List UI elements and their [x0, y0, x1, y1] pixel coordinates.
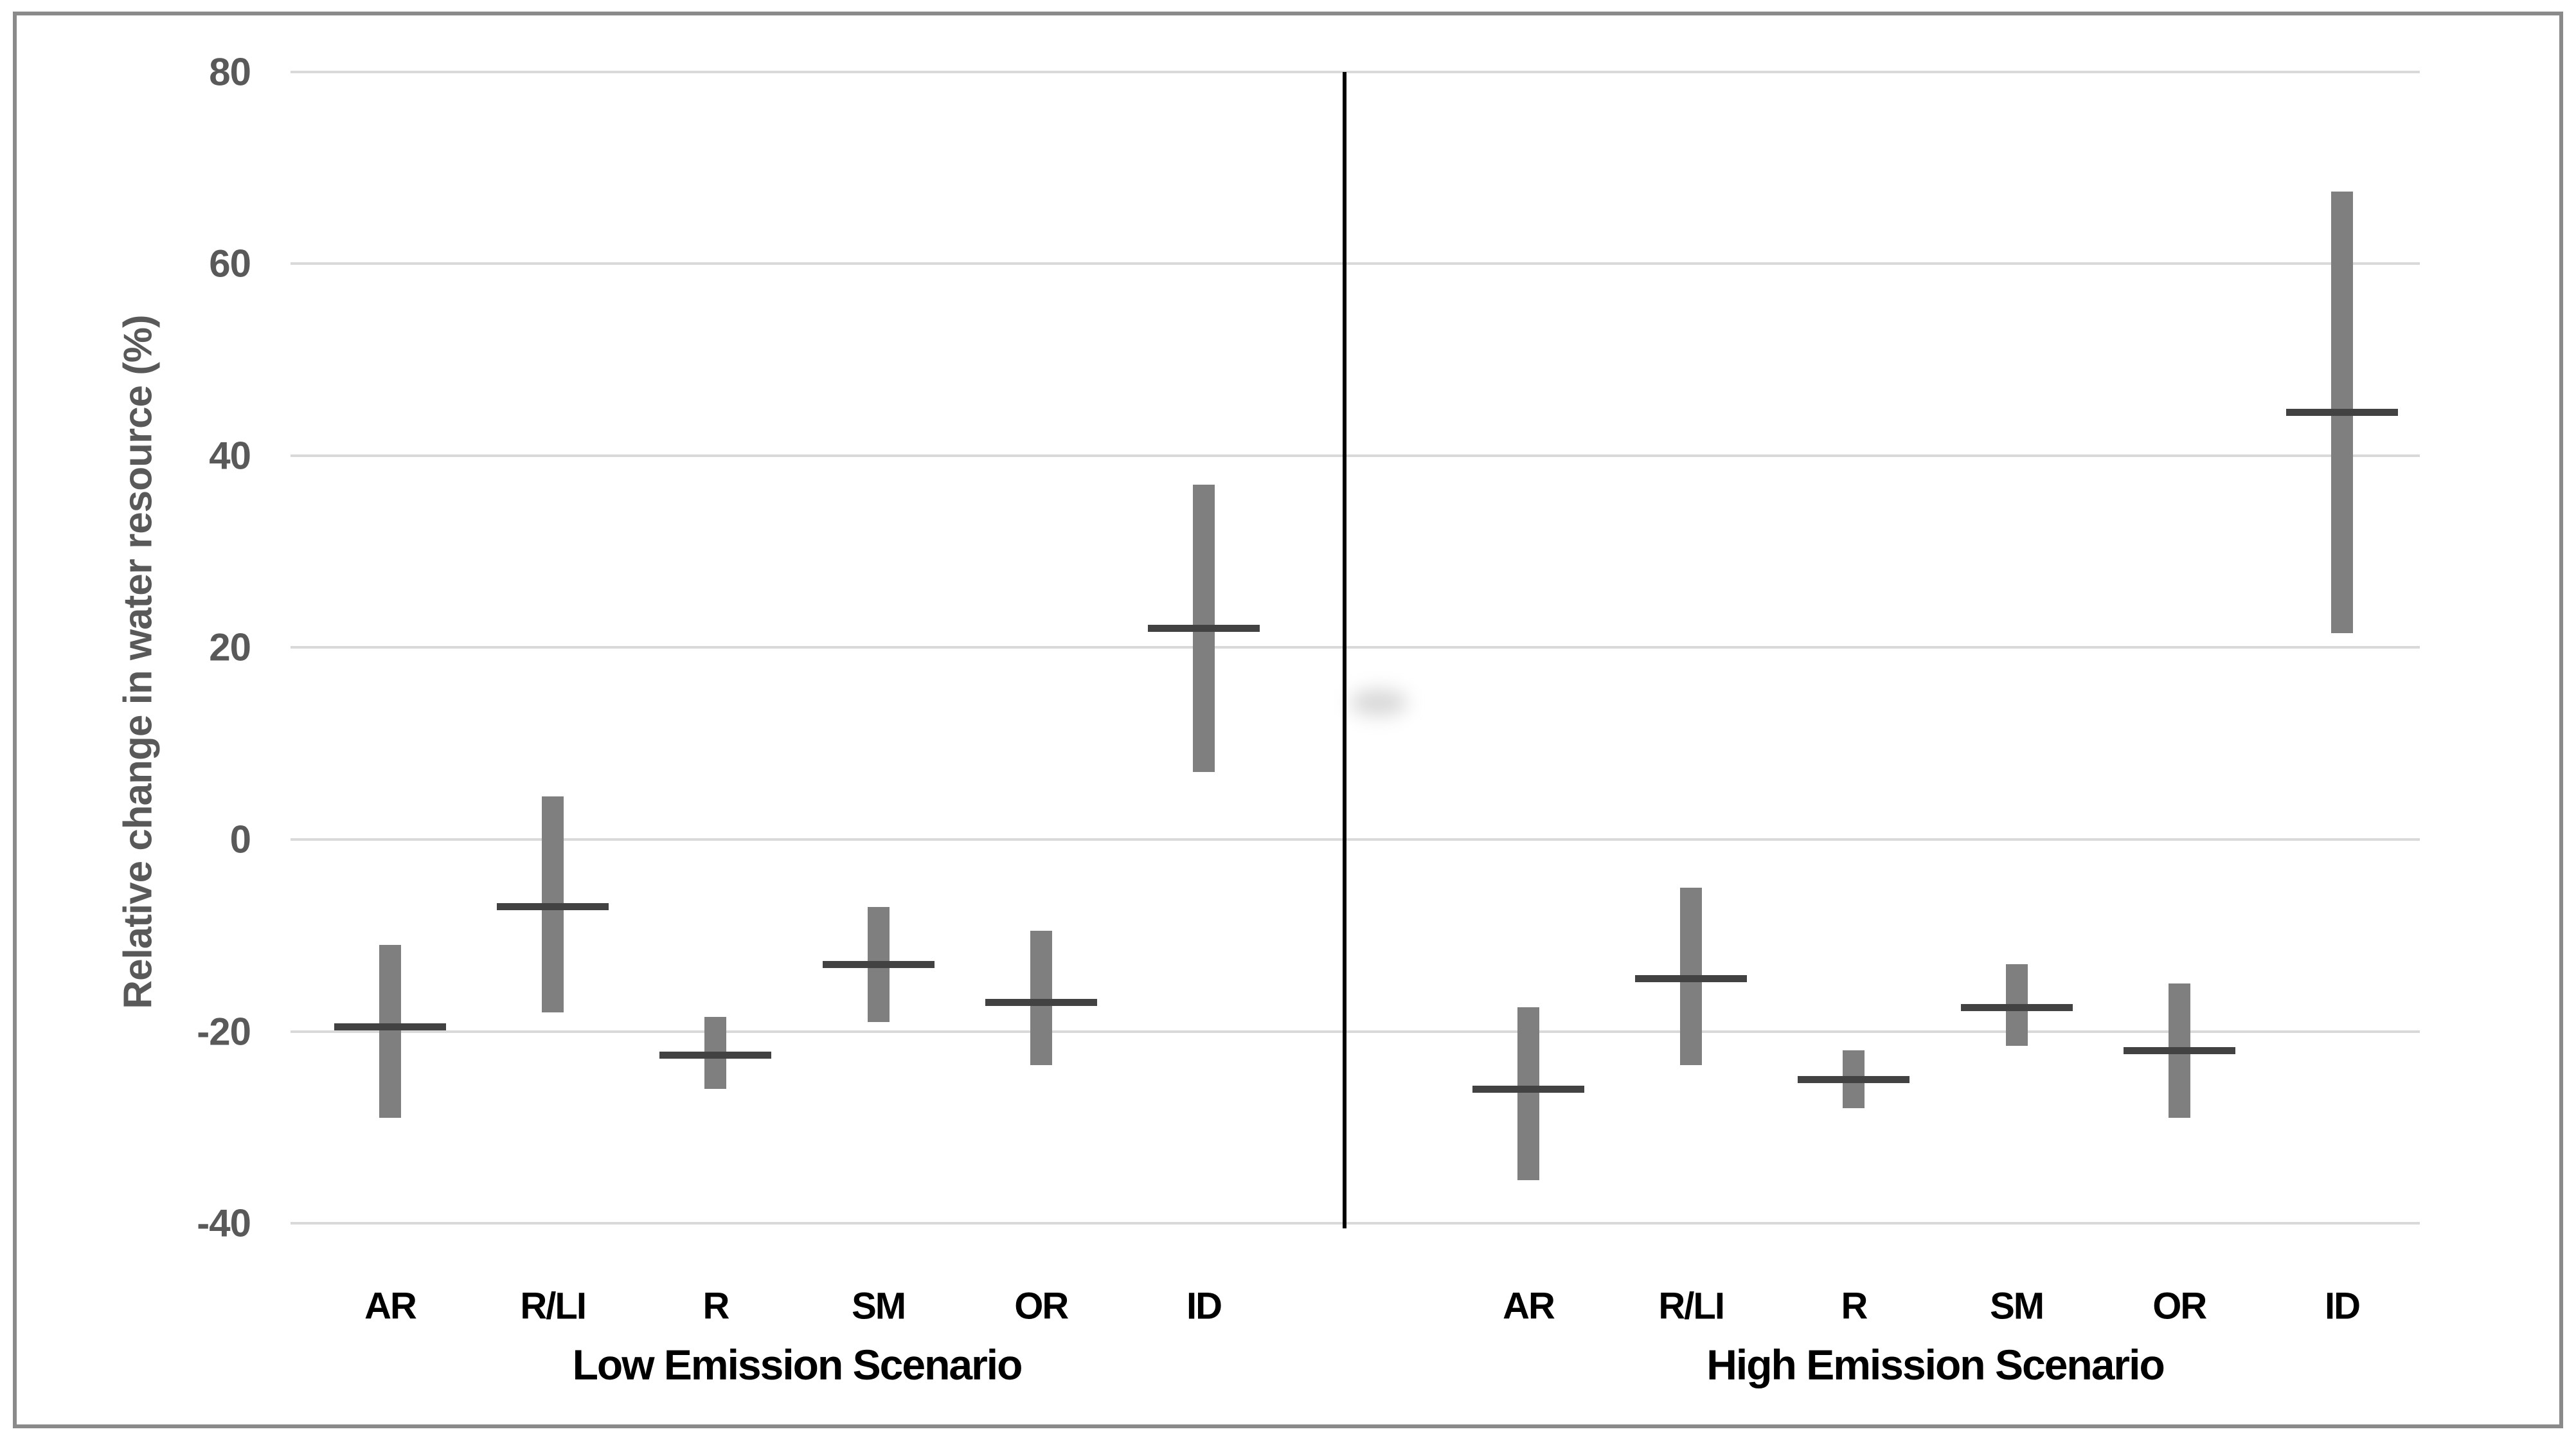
category-label: OR	[2152, 1285, 2207, 1327]
y-tick-label: 40	[209, 434, 251, 478]
category-label: SM	[1990, 1285, 2044, 1327]
category-label: R/LI	[520, 1285, 587, 1327]
mean-tick-r-li	[1635, 974, 1748, 982]
category-label: AR	[364, 1285, 417, 1327]
mean-tick-or	[2123, 1046, 2235, 1054]
category-label: SM	[852, 1285, 906, 1327]
mean-tick-ar	[334, 1023, 446, 1030]
y-tick-label: 20	[209, 625, 251, 669]
mean-tick-ar	[1472, 1085, 1584, 1093]
y-gridline--40	[291, 1222, 2420, 1225]
blur-artifact	[1350, 689, 1408, 716]
group-label-low-emission: Low Emission Scenario	[572, 1341, 1023, 1388]
mean-tick-sm	[1960, 1003, 2073, 1011]
scenario-divider-line	[1343, 71, 1346, 1229]
category-label: R/LI	[1658, 1285, 1725, 1327]
mean-tick-id	[1148, 625, 1260, 633]
category-label: R	[1841, 1285, 1868, 1327]
y-tick-label: -40	[197, 1201, 251, 1245]
category-label: OR	[1014, 1285, 1069, 1327]
chart-border	[13, 12, 2563, 1428]
y-gridline-40	[291, 454, 2420, 457]
mean-tick-r	[659, 1052, 772, 1059]
range-bar-ar	[1517, 1007, 1539, 1180]
mean-tick-sm	[822, 960, 935, 968]
mean-tick-r-li	[497, 903, 609, 910]
y-gridline-80	[291, 70, 2420, 73]
range-bar-ar	[379, 945, 401, 1118]
category-label: AR	[1503, 1285, 1555, 1327]
mean-tick-r	[1798, 1075, 1910, 1083]
y-gridline-0	[291, 838, 2420, 841]
y-tick-label: -20	[197, 1010, 251, 1054]
mean-tick-id	[2286, 409, 2398, 417]
y-tick-label: 0	[229, 818, 251, 861]
category-label: ID	[1186, 1285, 1222, 1327]
range-bar-or	[1030, 930, 1052, 1065]
y-gridline-20	[291, 646, 2420, 649]
y-tick-label: 80	[209, 50, 251, 94]
category-label: ID	[2325, 1285, 2361, 1327]
y-tick-label: 60	[209, 242, 251, 285]
y-gridline--20	[291, 1030, 2420, 1033]
mean-tick-or	[985, 999, 1097, 1007]
group-label-high-emission: High Emission Scenario	[1706, 1341, 2165, 1388]
y-gridline-60	[291, 262, 2420, 265]
category-label: R	[702, 1285, 729, 1327]
